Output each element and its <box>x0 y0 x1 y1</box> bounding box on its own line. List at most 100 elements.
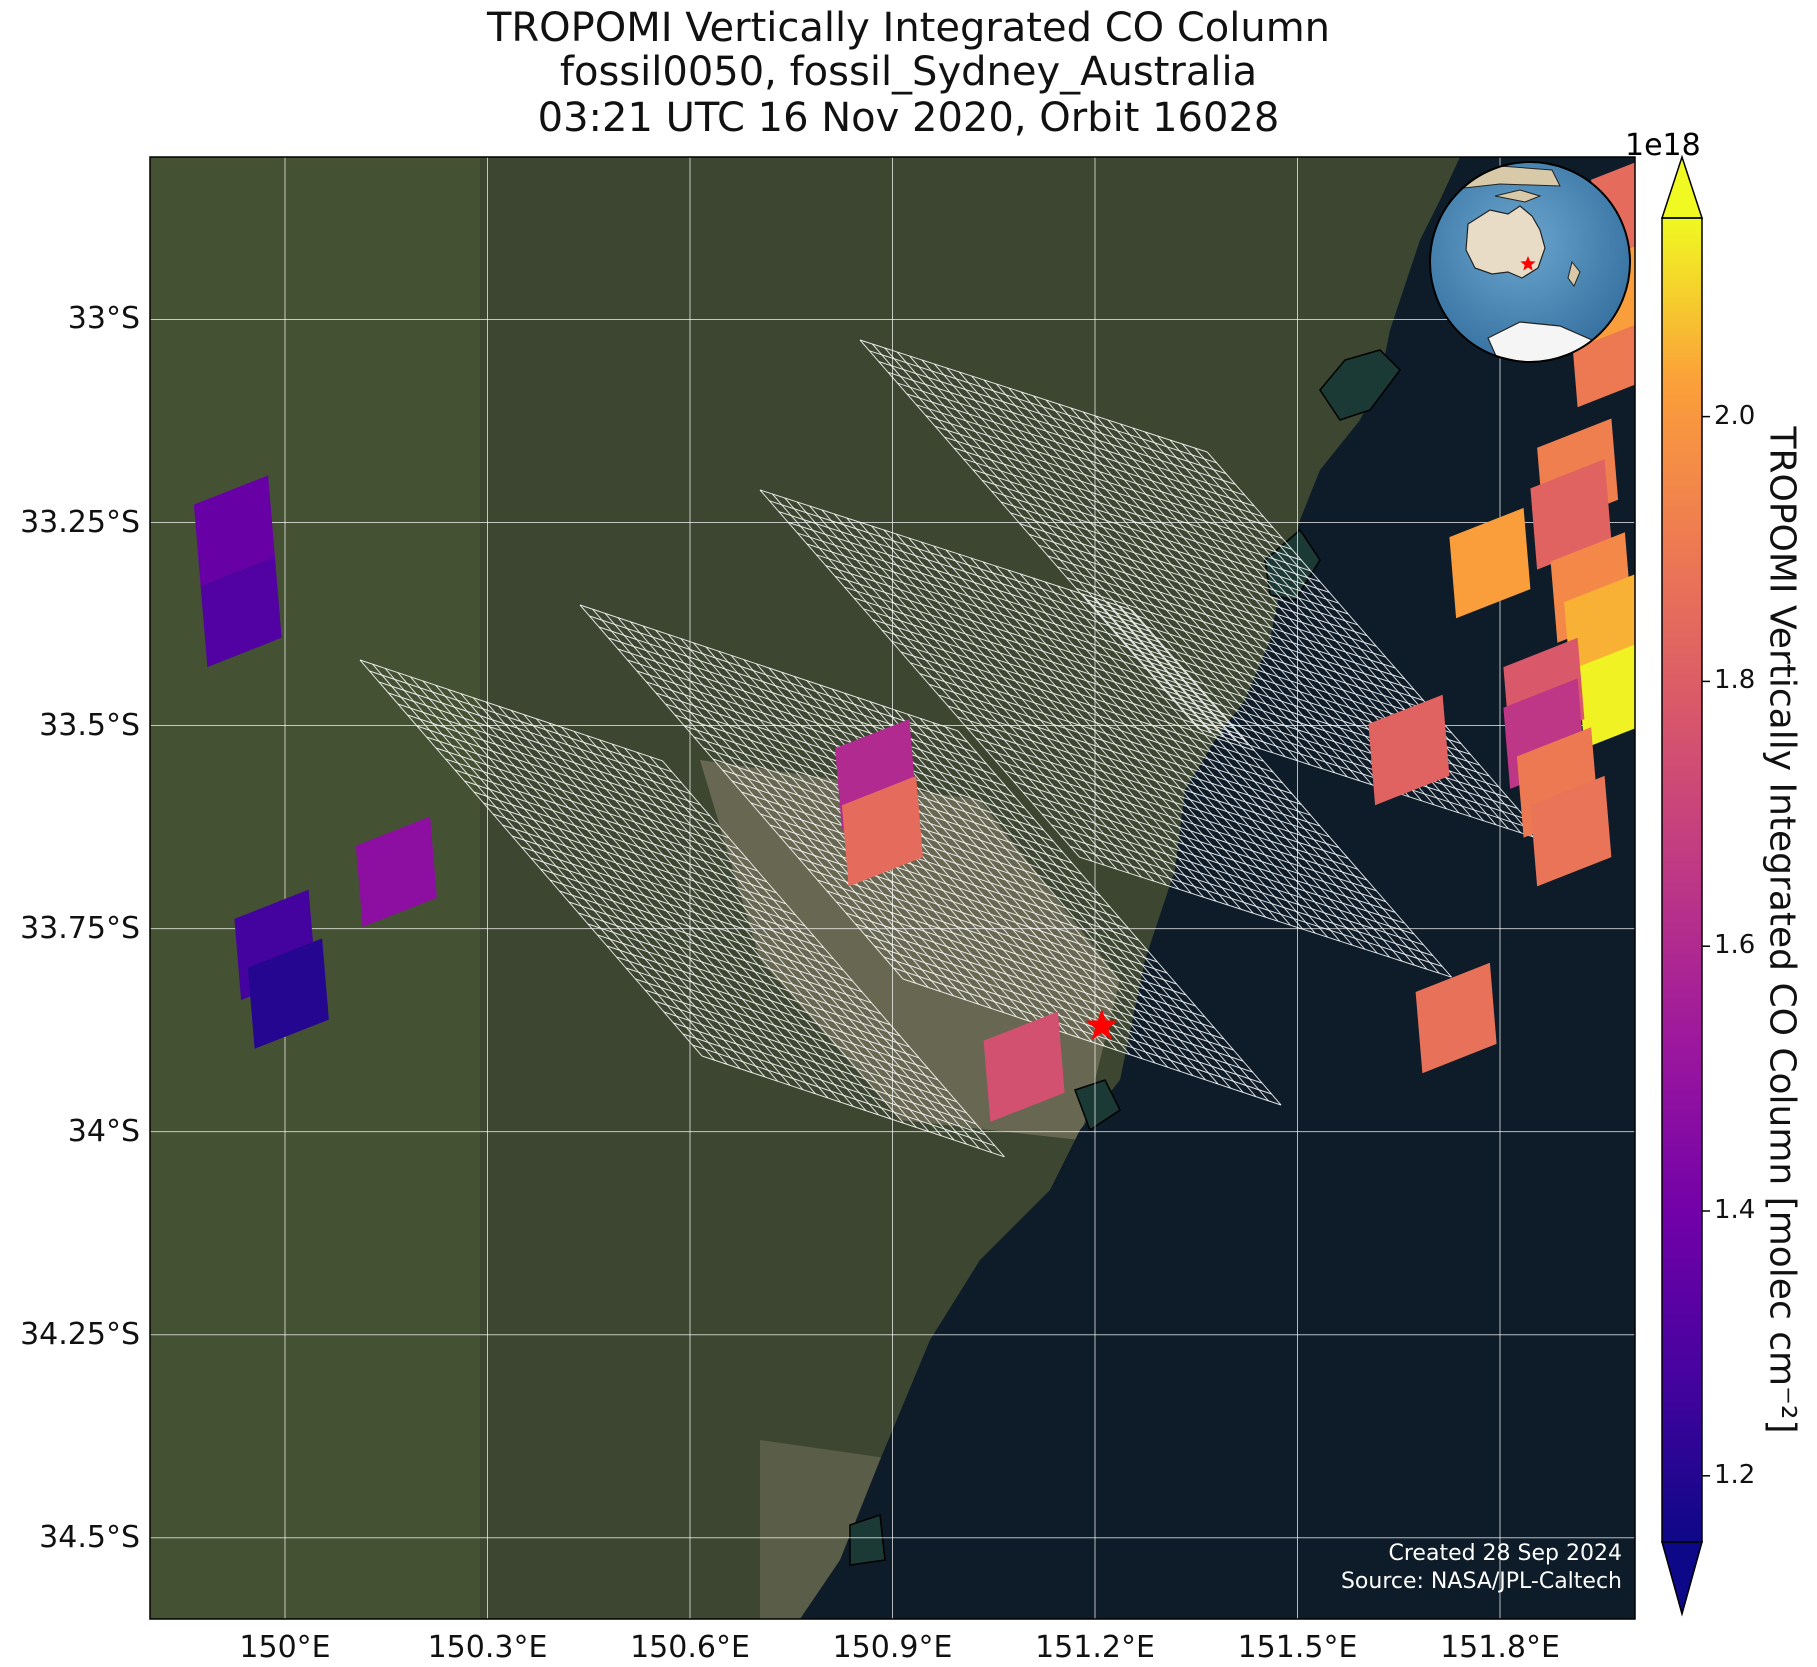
footprint-edge <box>985 748 1358 870</box>
footprint-edge <box>797 532 1170 654</box>
footprint-edge <box>779 835 1158 963</box>
colorbar-extend-min <box>1661 1541 1703 1617</box>
lon-tick-label: 151.8°E <box>1440 1630 1560 1665</box>
footprint-edge <box>1188 717 1537 831</box>
lat-tick-label: 34.25°S <box>20 1316 140 1352</box>
footprint-edge <box>635 978 939 1081</box>
footprint-edge <box>966 727 1339 849</box>
co-pixel <box>1449 507 1531 619</box>
map-border <box>149 156 1636 1620</box>
co-pixel <box>355 816 437 927</box>
footprint-edge <box>853 597 1227 719</box>
footprint-edge <box>1023 791 1396 913</box>
footprint-edge <box>935 425 1283 539</box>
footprint-edge <box>644 989 948 1092</box>
footprint-edge <box>608 637 987 765</box>
globe-target-marker <box>1520 256 1536 271</box>
footprint-edge <box>788 521 1161 643</box>
footprint-edge <box>991 490 1339 604</box>
footprint-edge <box>1170 695 1518 809</box>
footprint-edge <box>1179 706 1527 820</box>
footprint-edge <box>549 879 853 982</box>
footprint-edge <box>916 404 1264 518</box>
co-pixel <box>1368 694 1450 806</box>
footprint-edge <box>902 978 1282 1106</box>
footprint-edge <box>1004 770 1377 892</box>
footprint-edge <box>888 371 1236 485</box>
footprint-edge <box>616 956 920 1059</box>
footprint-edge <box>953 447 1302 561</box>
footprint-edge <box>807 868 1187 996</box>
footprint-edge <box>511 835 815 938</box>
lon-tick-label: 151.5°E <box>1237 1630 1358 1665</box>
footprint-edge <box>750 802 1130 930</box>
footprint-edge <box>673 1022 977 1125</box>
footprint-edge <box>741 791 1120 919</box>
lat-tick-label: 33.25°S <box>20 504 140 540</box>
lake-macquarie <box>1319 349 1401 421</box>
footprint-edge <box>1029 533 1377 647</box>
co-pixel <box>1530 775 1612 887</box>
footprint-edge <box>1079 856 1452 978</box>
footprint-edge <box>859 339 1208 453</box>
colorbar-extend-max <box>1660 154 1704 219</box>
footprint-edge <box>388 692 692 795</box>
lat-tick-label: 33.5°S <box>39 707 140 743</box>
footprint-edge <box>816 554 1189 676</box>
footprint-edge <box>646 681 1025 809</box>
footprint-edge <box>1160 685 1509 799</box>
lon-tick-label: 151.2°E <box>1035 1630 1155 1665</box>
footprint-edge <box>369 670 673 773</box>
footprint-edge <box>1013 781 1386 903</box>
footprint-edge <box>1038 544 1386 658</box>
footprint-edge <box>863 608 1236 730</box>
footprint-edge <box>540 868 844 971</box>
footprint-edge <box>1066 577 1415 691</box>
inset-globe <box>1429 161 1631 363</box>
footprint-edge <box>883 956 1263 1084</box>
footprint-edge <box>1032 802 1405 924</box>
footprint-edge <box>663 1011 967 1114</box>
footprint-edge <box>844 586 1217 708</box>
footprint-edge <box>944 436 1292 550</box>
lat-tick-label: 33.75°S <box>20 910 140 946</box>
footprint-edge <box>769 500 1142 622</box>
lon-tick-label: 150°E <box>239 1630 331 1665</box>
footprint-edge <box>559 890 863 993</box>
footprint-edge <box>454 769 758 872</box>
lon-tick-label: 150.6°E <box>630 1630 750 1665</box>
lake-illawarra <box>849 1513 886 1566</box>
footprint-edge <box>1041 813 1415 935</box>
footprint-edge <box>900 651 1274 773</box>
footprint-edge <box>893 967 1272 1095</box>
footprint-edge <box>473 791 777 894</box>
footprint-edge <box>502 824 806 927</box>
footprint-edge <box>874 945 1253 1073</box>
colorbar <box>1660 154 1710 1617</box>
footprint-edge <box>1085 598 1433 712</box>
footprint-edge <box>836 901 1215 1029</box>
co-pixel <box>1530 459 1612 570</box>
lat-tick-label: 34.5°S <box>39 1519 140 1555</box>
lat-tick-label: 33°S <box>67 301 140 337</box>
footprint-edge <box>579 604 959 732</box>
footprint-edge <box>1070 845 1443 967</box>
footprint-edge <box>1057 566 1405 680</box>
co-pixel <box>247 938 329 1049</box>
footprint-edge <box>910 662 1283 784</box>
footprint-edge <box>872 619 1245 741</box>
footprint-edge <box>1094 609 1443 723</box>
footprint-edge <box>397 703 701 806</box>
colorbar-tick-label: 1.8 <box>1714 665 1756 696</box>
footprint-edge <box>625 967 929 1070</box>
footprint-edge <box>760 813 1139 941</box>
co-pixel <box>841 775 923 887</box>
footprint-grid <box>359 339 1546 1158</box>
colorbar-tick-label: 2.0 <box>1714 400 1756 431</box>
sydney-target-marker <box>1085 1009 1118 1040</box>
footprint-edge <box>416 725 720 828</box>
footprint-edge <box>568 901 872 1004</box>
footprint-edge <box>845 912 1225 1040</box>
colorbar-tick-label: 1.6 <box>1714 930 1756 961</box>
footprint-edge <box>1019 523 1368 637</box>
